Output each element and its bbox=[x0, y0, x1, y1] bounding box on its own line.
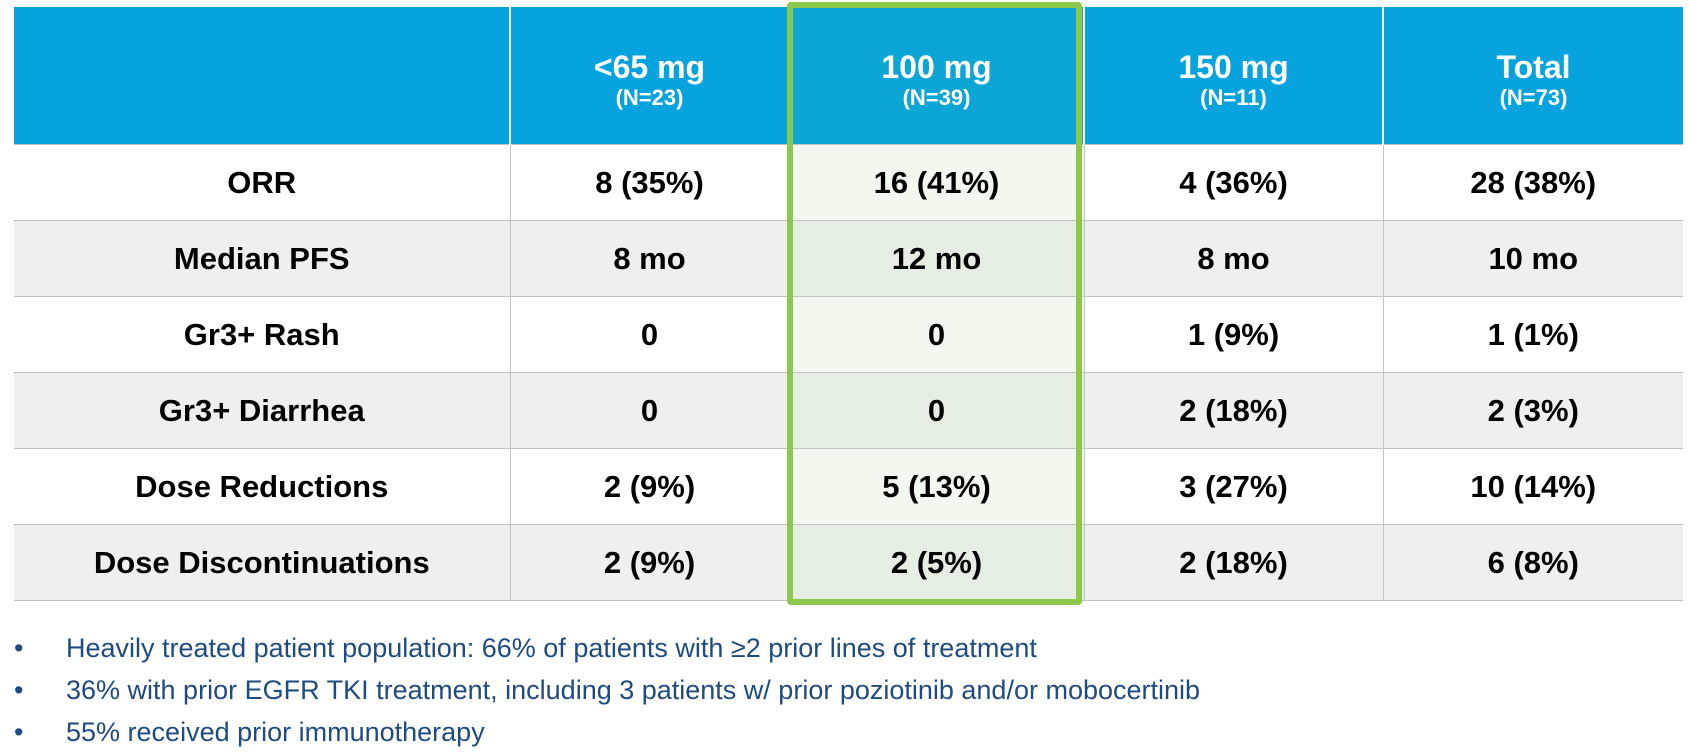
table-row-orr: ORR 8 (35%) 16 (41%) 4 (36%) 28 (38%) bbox=[14, 144, 1683, 221]
table-cell: 2 (9%) bbox=[509, 448, 789, 525]
column-n: (N=39) bbox=[902, 84, 971, 110]
header-cell-total: Total (N=73) bbox=[1382, 7, 1683, 145]
bullet-text: 55% received prior immunotherapy bbox=[66, 717, 485, 747]
table-cell: 2 (18%) bbox=[1083, 524, 1383, 601]
table-cell: 1 (9%) bbox=[1083, 296, 1383, 373]
table-cell: 2 (5%) bbox=[788, 524, 1084, 601]
table-cell: 3 (27%) bbox=[1083, 448, 1383, 525]
bullet-item: • 36% with prior EGFR TKI treatment, inc… bbox=[14, 669, 1200, 711]
row-label: ORR bbox=[14, 144, 510, 221]
row-label: Dose Discontinuations bbox=[14, 524, 510, 601]
table-cell: 0 bbox=[509, 372, 789, 449]
column-n: (N=23) bbox=[615, 84, 684, 110]
bullet-item: • 55% received prior immunotherapy bbox=[14, 711, 1200, 753]
table-cell: 28 (38%) bbox=[1382, 144, 1683, 221]
table-cell: 5 (13%) bbox=[788, 448, 1084, 525]
row-label: Gr3+ Rash bbox=[14, 296, 510, 373]
table-cell: 10 mo bbox=[1382, 220, 1683, 297]
table-row-gr3-diarrhea: Gr3+ Diarrhea 0 0 2 (18%) 2 (3%) bbox=[14, 372, 1683, 449]
table-cell: 1 (1%) bbox=[1382, 296, 1683, 373]
table-cell: 2 (18%) bbox=[1083, 372, 1383, 449]
header-cell-empty bbox=[14, 7, 510, 145]
column-n: (N=11) bbox=[1200, 84, 1267, 110]
column-title: 150 mg bbox=[1178, 48, 1289, 85]
table-cell: 0 bbox=[788, 296, 1084, 373]
table-cell: 12 mo bbox=[788, 220, 1084, 297]
table-cell: 0 bbox=[788, 372, 1084, 449]
bullet-dot: • bbox=[14, 633, 24, 663]
table-row-median-pfs: Median PFS 8 mo 12 mo 8 mo 10 mo bbox=[14, 220, 1683, 297]
row-label: Median PFS bbox=[14, 220, 510, 297]
header-cell-lt65mg: <65 mg (N=23) bbox=[509, 7, 789, 145]
row-label: Dose Reductions bbox=[14, 448, 510, 525]
bullet-notes: • Heavily treated patient population: 66… bbox=[14, 627, 1200, 753]
header-cell-150mg: 150 mg (N=11) bbox=[1083, 7, 1383, 145]
table-cell: 8 mo bbox=[509, 220, 789, 297]
table-row-dose-reductions: Dose Reductions 2 (9%) 5 (13%) 3 (27%) 1… bbox=[14, 448, 1683, 525]
column-n: (N=73) bbox=[1499, 84, 1568, 110]
bullet-item: • Heavily treated patient population: 66… bbox=[14, 627, 1200, 669]
table-cell: 16 (41%) bbox=[788, 144, 1084, 221]
column-title: Total bbox=[1496, 48, 1571, 85]
row-label: Gr3+ Diarrhea bbox=[14, 372, 510, 449]
table-row-dose-discontinuations: Dose Discontinuations 2 (9%) 2 (5%) 2 (1… bbox=[14, 524, 1683, 601]
table-cell: 10 (14%) bbox=[1382, 448, 1683, 525]
table-header-row: <65 mg (N=23) 100 mg (N=39) 150 mg (N=11… bbox=[14, 7, 1683, 145]
header-cell-100mg: 100 mg (N=39) bbox=[788, 7, 1084, 145]
table-cell: 2 (3%) bbox=[1382, 372, 1683, 449]
table-cell: 4 (36%) bbox=[1083, 144, 1383, 221]
bullet-dot: • bbox=[14, 675, 24, 705]
table-cell: 8 (35%) bbox=[509, 144, 789, 221]
column-title: 100 mg bbox=[881, 48, 992, 85]
column-title: <65 mg bbox=[593, 48, 706, 85]
table-cell: 6 (8%) bbox=[1382, 524, 1683, 601]
table-cell: 2 (9%) bbox=[509, 524, 789, 601]
table-row-gr3-rash: Gr3+ Rash 0 0 1 (9%) 1 (1%) bbox=[14, 296, 1683, 373]
bullet-dot: • bbox=[14, 717, 24, 747]
table-cell: 0 bbox=[509, 296, 789, 373]
bullet-text: Heavily treated patient population: 66% … bbox=[66, 633, 1037, 663]
bullet-text: 36% with prior EGFR TKI treatment, inclu… bbox=[66, 675, 1201, 705]
dose-results-table: <65 mg (N=23) 100 mg (N=39) 150 mg (N=11… bbox=[14, 7, 1683, 601]
table-cell: 8 mo bbox=[1083, 220, 1383, 297]
